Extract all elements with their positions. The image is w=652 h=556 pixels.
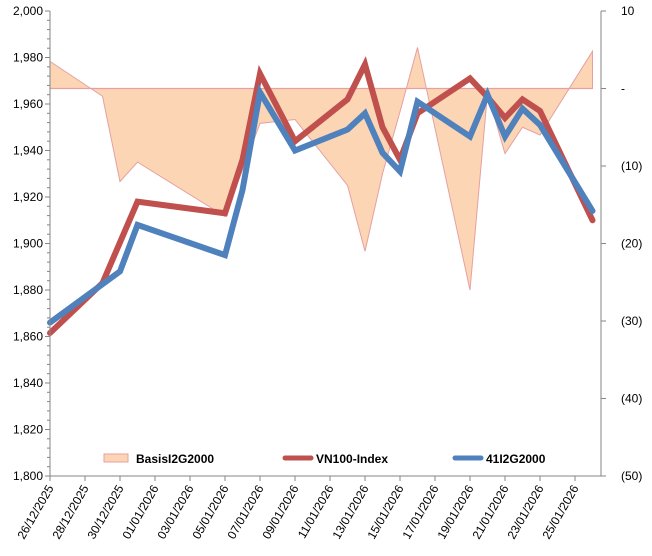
y-tick-label: 1,840 bbox=[13, 376, 43, 390]
y-tick-label: 1,800 bbox=[13, 469, 43, 483]
y-tick-label: 1,860 bbox=[13, 330, 43, 344]
y-tick-label: 1,880 bbox=[13, 283, 43, 297]
y2-tick-label: (10) bbox=[621, 159, 642, 173]
legend-label-41i2g2000: 41I2G2000 bbox=[486, 452, 546, 466]
y2-tick-label: (50) bbox=[621, 469, 642, 483]
y-tick-label: 2,000 bbox=[13, 4, 43, 18]
legend-label-vn100-index: VN100-Index bbox=[316, 452, 388, 466]
y2-tick-label: (30) bbox=[621, 314, 642, 328]
series-line-vn100-index bbox=[47, 56, 596, 337]
basis-area-layer bbox=[49, 47, 593, 291]
y2-tick-label: (40) bbox=[621, 392, 642, 406]
x-tick-label: 25/01/2026 bbox=[539, 482, 581, 541]
line-layer bbox=[47, 56, 596, 337]
basis-area bbox=[49, 47, 593, 291]
legend: BasisI2G2000 VN100-Index 41I2G2000 bbox=[103, 452, 546, 466]
y2-tick-label: (20) bbox=[621, 237, 642, 251]
y-tick-label: 1,900 bbox=[13, 237, 43, 251]
legend-swatch-basis bbox=[103, 453, 129, 463]
y-tick-label: 1,960 bbox=[13, 97, 43, 111]
y2-tick-label: 10 bbox=[621, 4, 635, 18]
y-tick-label: 1,940 bbox=[13, 144, 43, 158]
y-tick-label: 1,820 bbox=[13, 423, 43, 437]
series-line-41i2g2000 bbox=[47, 83, 596, 326]
y2-tick-label: - bbox=[621, 82, 625, 96]
y-tick-label: 1,980 bbox=[13, 51, 43, 65]
legend-label-basis: BasisI2G2000 bbox=[136, 452, 214, 466]
y-tick-label: 1,920 bbox=[13, 190, 43, 204]
